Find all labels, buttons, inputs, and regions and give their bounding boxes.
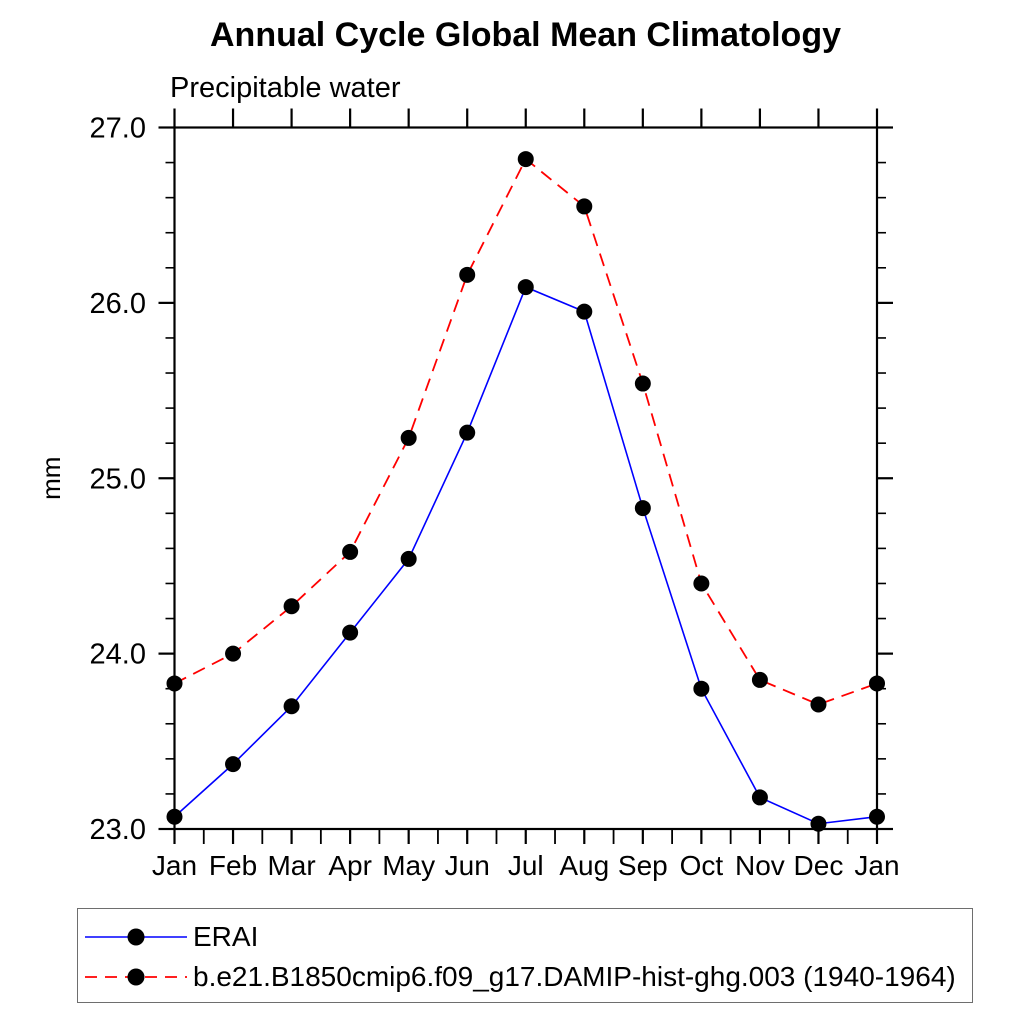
data-point — [751, 789, 768, 806]
x-tick-label: Dec — [794, 850, 844, 881]
legend-sample-line — [85, 968, 187, 986]
data-point — [869, 808, 885, 825]
data-point — [810, 815, 827, 832]
data-point — [517, 151, 534, 168]
x-tick-label: Oct — [680, 850, 724, 881]
axis-labels: 23.0 24.0 25.0 26.0 27.0 Jan Feb Mar Apr May Jun Ju… — [36, 113, 900, 882]
data-point — [810, 696, 827, 713]
chart-subtitle: Precipitable water — [170, 72, 401, 104]
y-tick-label: 23.0 — [90, 814, 146, 846]
data-point — [634, 500, 651, 517]
y-tick-label: 25.0 — [90, 463, 146, 495]
data-point — [517, 279, 534, 296]
data-point — [342, 624, 359, 641]
data-point — [576, 198, 593, 215]
x-tick-label: Nov — [735, 850, 785, 881]
data-point — [459, 424, 476, 441]
series-line-1 — [174, 157, 878, 706]
data-point — [342, 543, 359, 560]
axis-ticks — [158, 108, 893, 844]
axis-frame — [173, 126, 879, 831]
x-tick-label: May — [382, 850, 435, 881]
data-point — [693, 575, 710, 592]
y-tick-label: 24.0 — [90, 639, 146, 671]
data-point — [693, 680, 710, 697]
series-line-0 — [173, 286, 878, 825]
data-point — [751, 671, 768, 688]
data-point — [869, 675, 885, 692]
data-point — [634, 375, 651, 392]
legend-box: ERAI b.e21.B1850cmip6.f09_g17.DAMIP-hist-… — [77, 908, 973, 1003]
x-tick-label: Jan — [152, 850, 197, 881]
data-point — [225, 756, 242, 773]
y-tick-label: 26.0 — [90, 288, 146, 320]
x-tick-label: Aug — [559, 850, 609, 881]
y-tick-label: 27.0 — [90, 113, 146, 145]
legend-label: b.e21.B1850cmip6.f09_g17.DAMIP-hist-ghg.… — [193, 961, 956, 992]
data-point — [400, 550, 417, 567]
data-point — [283, 698, 300, 715]
data-point — [166, 808, 183, 825]
y-axis-label: mm — [36, 457, 66, 500]
series-markers — [166, 151, 885, 832]
x-tick-label: Feb — [209, 850, 257, 881]
data-point — [166, 675, 183, 692]
chart-title: Annual Cycle Global Mean Climatology — [210, 16, 841, 54]
x-tick-label: Sep — [618, 850, 668, 881]
legend-row-0: ERAI — [83, 917, 970, 957]
legend-marker-icon — [127, 968, 145, 986]
legend-sample-line — [85, 928, 187, 946]
data-point — [576, 303, 593, 320]
legend-label: ERAI — [193, 921, 259, 952]
x-tick-label: Jun — [445, 850, 490, 881]
x-tick-label: Jan — [854, 850, 899, 881]
x-tick-label: Apr — [328, 850, 372, 881]
x-tick-label: Mar — [267, 850, 315, 881]
x-tick-label: Jul — [508, 850, 544, 881]
data-point — [400, 429, 417, 446]
series-lines — [173, 157, 878, 825]
data-point — [459, 266, 476, 283]
legend-marker-icon — [127, 928, 145, 946]
data-point — [225, 645, 242, 662]
legend-row-1: b.e21.B1850cmip6.f09_g17.DAMIP-hist-ghg.… — [83, 957, 970, 997]
data-point — [283, 598, 300, 615]
